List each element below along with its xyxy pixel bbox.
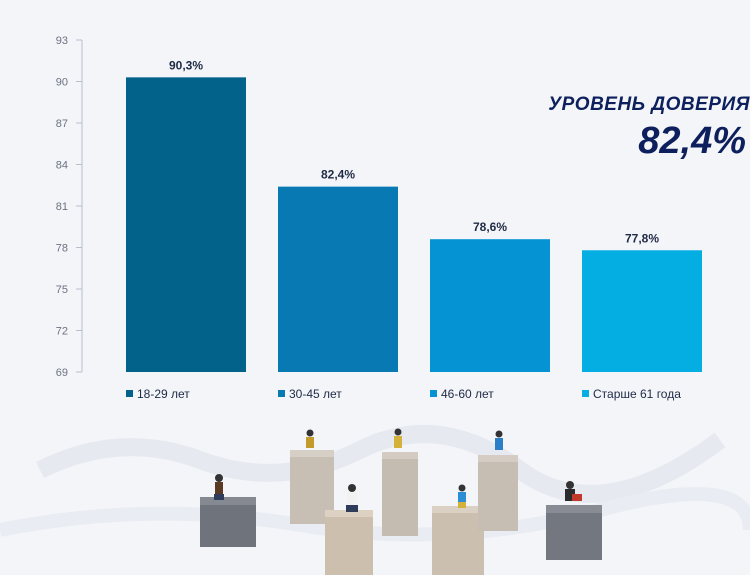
y-tick-label: 93 [56,35,68,47]
data-labels: 90,3% 82,4% 78,6% 77,8% [169,58,659,245]
legend-label: 18-29 лет [137,387,190,401]
miniature-people-on-blocks-image [0,425,750,575]
bar [430,239,550,372]
legend-swatch [582,390,589,397]
y-tick-label: 90 [56,77,68,89]
bar [582,250,702,372]
y-tick-label: 84 [56,160,68,172]
y-tick-label: 72 [56,326,68,338]
bar [126,77,246,372]
trust-level-value: 82,4% [638,120,746,162]
y-tick-label: 81 [56,201,68,213]
y-tick-label: 69 [56,367,68,379]
legend-label: Старше 61 года [593,387,681,401]
legend-label: 30-45 лет [289,387,342,401]
legend-swatch [278,390,285,397]
data-label: 77,8% [625,231,659,245]
legend-swatch [430,390,437,397]
y-tick-label: 78 [56,243,68,255]
y-axis: 69 72 75 78 81 84 87 90 93 [56,35,83,379]
bars [126,77,702,372]
data-label: 90,3% [169,58,203,72]
legend: 18-29 лет 30-45 лет 46-60 лет Старше 61 год… [126,387,681,401]
legend-swatch [126,390,133,397]
data-label: 82,4% [321,168,355,182]
y-tick-label: 87 [56,118,68,130]
legend-label: 46-60 лет [441,387,494,401]
trust-level-title: УРОВЕНЬ ДОВЕРИЯ [548,94,750,115]
y-tick-label: 75 [56,284,68,296]
data-label: 78,6% [473,220,507,234]
bar [278,186,398,372]
